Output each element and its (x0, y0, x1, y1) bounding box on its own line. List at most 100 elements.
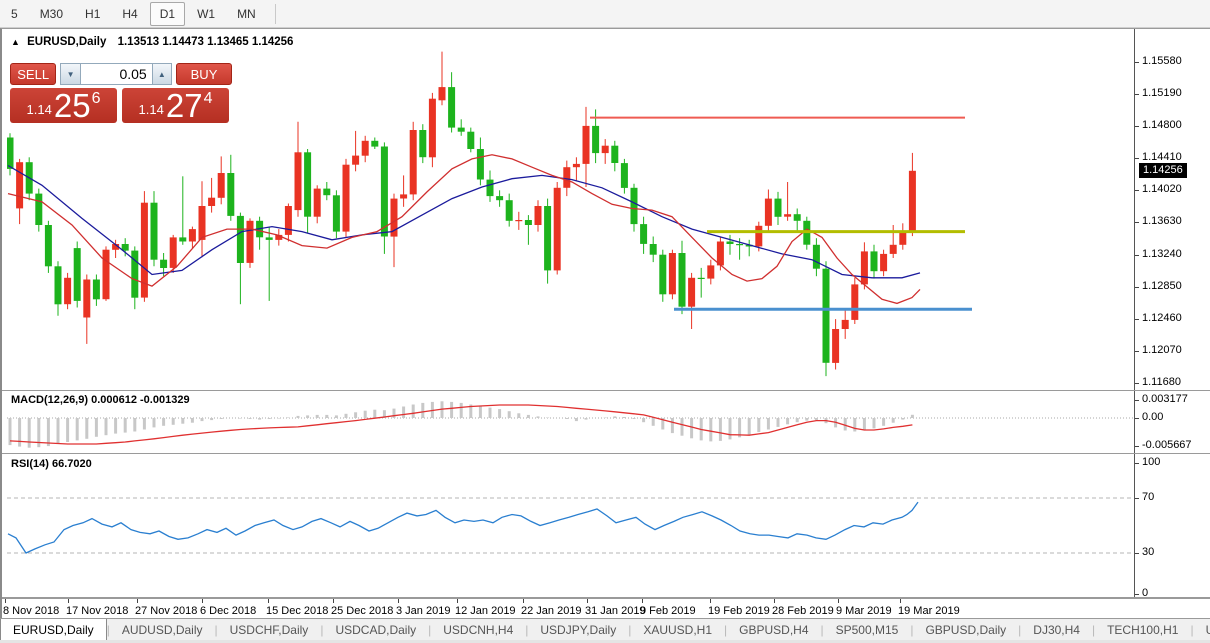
chart-tab-usdcad-daily[interactable]: USDCAD,Daily (335, 623, 417, 637)
chevron-down-icon: ▼ (66, 69, 75, 79)
tab-separator: | (820, 623, 824, 637)
time-axis-tick (202, 599, 203, 603)
timeframe-toolbar: 5 M30 H1 H4 D1 W1 MN (0, 0, 1210, 28)
chart-tab-tech100-h1[interactable]: TECH100,H1 (1107, 623, 1179, 637)
time-axis-label: 31 Jan 2019 (585, 605, 646, 617)
tab-separator: | (525, 623, 529, 637)
time-axis-label: 9 Mar 2019 (836, 605, 892, 617)
tab-separator: | (320, 623, 324, 637)
time-axis-label: 6 Dec 2018 (200, 605, 257, 617)
panel-divider[interactable] (2, 597, 1210, 598)
chart-tab-usdjpy-daily[interactable]: USDJPY,Daily (540, 623, 617, 637)
rsi-axis-label: 70 (1142, 491, 1155, 503)
tab-separator: | (628, 623, 632, 637)
chart-tab-usdcnh-h4[interactable]: USDCNH,H4 (443, 623, 514, 637)
timeframe-button-5[interactable]: 5 (11, 6, 18, 21)
price-axis-label-tick (1135, 319, 1139, 321)
time-axis-tick (587, 599, 588, 603)
rsi-axis-label: 30 (1142, 546, 1155, 558)
sell-price-button[interactable]: 1.14 25 6 (10, 88, 117, 123)
price-axis-label-tick (1135, 61, 1139, 63)
sell-price-pip: 6 (91, 90, 101, 107)
chart-tab-usdchf-daily[interactable]: USDCHF,Daily (229, 623, 309, 637)
buy-price-pip: 4 (203, 90, 213, 107)
macd-axis-label-tick (1135, 446, 1139, 447)
chart-tab-dj30-h4[interactable]: DJ30,H4 (1033, 623, 1080, 637)
chart-tab-ukc[interactable]: UKC (1194, 619, 1210, 641)
tab-separator: | (1018, 623, 1022, 637)
rsi-label: RSI(14) 66.7020 (11, 458, 92, 470)
price-chart-canvas[interactable] (7, 31, 1134, 391)
time-axis-label: 17 Nov 2018 (66, 605, 129, 617)
timeframe-button-mn[interactable]: MN (237, 6, 256, 21)
tab-separator: | (910, 623, 914, 637)
time-axis-tick (137, 599, 138, 603)
price-axis-label: 1.12850 (1142, 279, 1182, 292)
price-axis-label: 1.13240 (1142, 247, 1182, 260)
price-axis-label: 1.12460 (1142, 312, 1182, 325)
chart-header: ▲ EURUSD,Daily 1.13513 1.14473 1.13465 1… (11, 36, 293, 48)
toolbar-separator (274, 3, 276, 24)
timeframe-button-d1[interactable]: D1 (149, 1, 186, 26)
time-axis-tick (333, 599, 334, 603)
chart-tab-eurusd-daily[interactable]: EURUSD,Daily (0, 619, 107, 641)
volume-input[interactable] (80, 63, 152, 85)
price-axis-label: 1.14410 (1142, 151, 1182, 164)
timeframe-button-h4[interactable]: H4 (122, 6, 138, 21)
time-axis-label: 19 Feb 2019 (708, 605, 770, 617)
chart-tab-xauusd-h1[interactable]: XAUUSD,H1 (643, 623, 713, 637)
time-axis-tick (523, 599, 524, 603)
time-axis-tick (5, 599, 6, 603)
volume-increase-button[interactable]: ▲ (151, 63, 173, 85)
macd-axis-label-tick (1135, 400, 1139, 401)
tab-separator: | (1190, 623, 1194, 637)
rsi-axis-label-tick (1135, 594, 1139, 595)
chart-tab-audusd-daily[interactable]: AUDUSD,Daily (121, 623, 203, 637)
panel-divider[interactable] (2, 390, 1210, 391)
time-axis-tick (642, 599, 643, 603)
timeframe-button-w1[interactable]: W1 (197, 6, 216, 21)
price-axis-label: 1.14800 (1142, 118, 1182, 131)
price-axis-label: 1.13630 (1142, 215, 1182, 228)
buy-price-button[interactable]: 1.14 27 4 (122, 88, 229, 123)
macd-axis-label: 0.00 (1142, 411, 1164, 423)
time-axis-tick (68, 599, 69, 603)
rsi-chart-canvas[interactable] (7, 455, 1134, 597)
price-axis-label-tick (1135, 93, 1139, 95)
chart-tab-bar: EURUSD,Daily | AUDUSD,Daily | USDCHF,Daily | U… (0, 618, 1210, 641)
time-axis-tick (398, 599, 399, 603)
time-axis[interactable]: 8 Nov 2018 17 Nov 2018 27 Nov 2018 6 Dec 20… (2, 598, 1210, 620)
chart-window: ▲ EURUSD,Daily 1.13513 1.14473 1.13465 1… (0, 28, 1210, 620)
buy-button[interactable]: BUY (176, 63, 233, 85)
panel-divider[interactable] (2, 453, 1210, 454)
price-axis[interactable]: 1.15580 1.15190 1.14800 1.14410 1.14020 1.136… (1134, 29, 1210, 618)
sell-price-prefix: 1.14 (26, 102, 52, 117)
price-axis-label: 1.11680 (1142, 376, 1181, 389)
timeframe-button-m30[interactable]: M30 (39, 6, 64, 21)
time-axis-label: 28 Feb 2019 (772, 605, 834, 617)
tab-separator: | (724, 623, 728, 637)
chart-tab-sp500-m15[interactable]: SP500,M15 (835, 623, 899, 637)
time-axis-label: 15 Dec 2018 (266, 605, 329, 617)
time-axis-tick (774, 599, 775, 603)
macd-axis-label: 0.003177 (1142, 393, 1188, 405)
rsi-axis-label-tick (1135, 553, 1139, 554)
sell-price-big: 25 (53, 87, 91, 124)
time-axis-tick (900, 599, 901, 603)
buy-price-prefix: 1.14 (138, 102, 164, 117)
buy-price-big: 27 (165, 87, 203, 124)
sell-button[interactable]: SELL (10, 63, 57, 85)
timeframe-button-h1[interactable]: H1 (85, 6, 101, 21)
chart-symbol-label: EURUSD,Daily (27, 36, 107, 48)
macd-axis-label-tick (1135, 418, 1139, 419)
time-axis-label: 9 Feb 2019 (640, 605, 696, 617)
time-axis-label: 19 Mar 2019 (898, 605, 960, 617)
volume-decrease-button[interactable]: ▼ (60, 63, 81, 85)
chart-tab-gbpusd-daily[interactable]: GBPUSD,Daily (925, 623, 1007, 637)
price-axis-label: 1.15190 (1142, 86, 1182, 99)
macd-chart-canvas[interactable] (7, 392, 1134, 454)
chart-tab-gbpusd-h4[interactable]: GBPUSD,H4 (739, 623, 809, 637)
price-axis-label-tick (1135, 222, 1139, 224)
time-axis-tick (268, 599, 269, 603)
collapse-panel-icon[interactable]: ▲ (11, 37, 20, 47)
